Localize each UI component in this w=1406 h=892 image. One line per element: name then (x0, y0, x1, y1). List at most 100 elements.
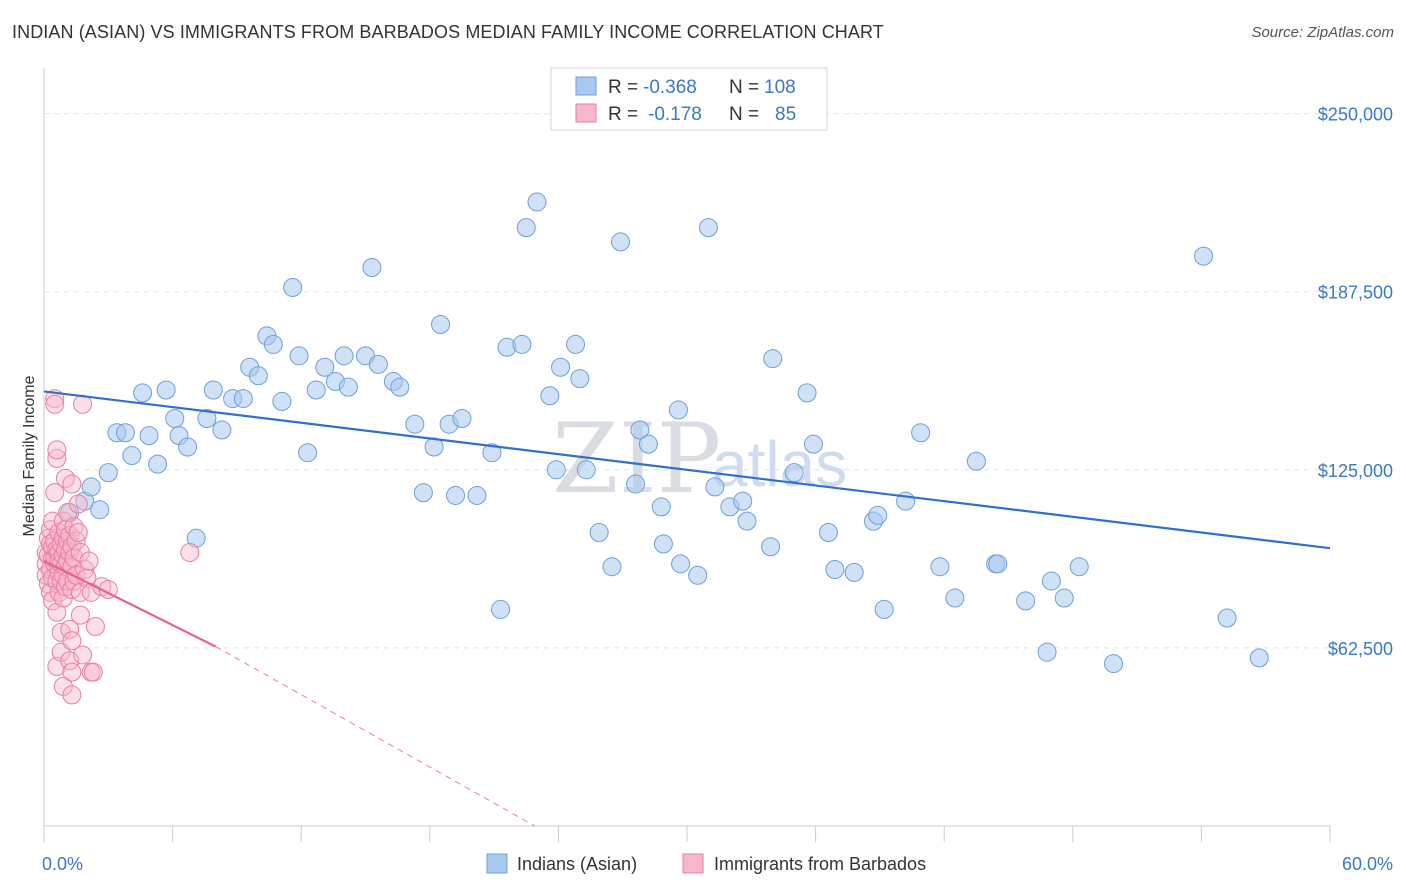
legend-r-value-1: -0.368 (643, 77, 697, 98)
legend-n-value-1: 108 (764, 77, 796, 98)
data-point-indians-asian (133, 383, 153, 403)
data-point-immigrants-barbados (180, 542, 200, 562)
data-point-indians-asian (139, 426, 159, 446)
data-point-indians-asian (368, 354, 388, 374)
data-point-indians-asian (289, 346, 309, 366)
data-point-indians-asian (482, 443, 502, 463)
data-point-indians-asian (1016, 591, 1036, 611)
data-point-indians-asian (1194, 246, 1214, 266)
data-point-indians-asian (1037, 642, 1057, 662)
data-point-indians-asian (283, 277, 303, 297)
legend-top: R = -0.368 N = 108 R = -0.178 N = 85 (550, 67, 828, 131)
data-point-indians-asian (602, 557, 622, 577)
axes (43, 68, 1331, 842)
data-point-indians-asian (527, 192, 547, 212)
data-point-indians-asian (966, 451, 986, 471)
data-point-indians-asian (825, 560, 845, 580)
data-point-indians-asian (688, 565, 708, 585)
data-point-indians-asian (874, 599, 894, 619)
data-point-indians-asian (784, 463, 804, 483)
legend-bottom-swatch-blue (486, 853, 508, 874)
legend-swatch-blue (575, 76, 597, 96)
data-point-indians-asian (761, 537, 781, 557)
y-tick-label: $62,500 (1328, 639, 1393, 659)
legend-n-label-1: N = (729, 77, 759, 98)
data-point-immigrants-barbados (68, 522, 88, 542)
data-point-indians-asian (546, 460, 566, 480)
data-point-indians-asian (1104, 654, 1124, 674)
legend-bottom-label-blue: Indians (Asian) (517, 854, 637, 874)
data-point-indians-asian (334, 346, 354, 366)
data-point-indians-asian (81, 477, 101, 497)
data-point-indians-asian (90, 500, 110, 520)
data-point-indians-asian (362, 257, 382, 277)
data-point-indians-asian (186, 528, 206, 548)
data-point-indians-asian (156, 380, 176, 400)
data-point-indians-asian (630, 420, 650, 440)
chart-title: INDIAN (ASIAN) VS IMMIGRANTS FROM BARBAD… (12, 22, 884, 42)
legend-bottom-swatch-pink (682, 853, 704, 874)
legend-r-value-2: -0.178 (648, 104, 702, 125)
data-point-immigrants-barbados (47, 602, 67, 622)
data-point-indians-asian (178, 437, 198, 457)
data-point-indians-asian (405, 414, 425, 434)
data-point-indians-asian (516, 218, 536, 238)
data-point-indians-asian (803, 434, 823, 454)
data-point-indians-asian (298, 443, 318, 463)
data-point-indians-asian (668, 400, 688, 420)
data-point-indians-asian (165, 409, 185, 429)
data-point-indians-asian (248, 366, 268, 386)
legend-top-box (550, 67, 828, 131)
data-point-indians-asian (911, 423, 931, 443)
data-point-indians-asian (611, 232, 631, 252)
data-point-indians-asian (1249, 648, 1269, 668)
data-point-indians-asian (576, 460, 596, 480)
data-point-indians-asian (512, 334, 532, 354)
data-point-indians-asian (1069, 557, 1089, 577)
y-tick-label: $125,000 (1318, 461, 1393, 481)
watermark-zip: ZIP (552, 403, 721, 515)
data-point-indians-asian (452, 409, 472, 429)
data-point-indians-asian (263, 334, 283, 354)
data-point-indians-asian (988, 554, 1008, 574)
data-point-indians-asian (797, 383, 817, 403)
x-tick-labels: 0.0% 60.0% (42, 854, 1393, 874)
data-point-indians-asian (551, 357, 571, 377)
legend-n-value-2: 85 (775, 104, 796, 125)
trend-line-immigrants-barbados-extension (215, 646, 536, 827)
data-point-indians-asian (272, 391, 292, 411)
data-point-immigrants-barbados (62, 685, 82, 705)
data-point-immigrants-barbados (68, 494, 88, 514)
data-point-indians-asian (233, 389, 253, 409)
data-point-immigrants-barbados (73, 645, 93, 665)
data-point-immigrants-barbados (70, 605, 90, 625)
data-point-indians-asian (413, 483, 433, 503)
data-point-indians-asian (1041, 571, 1061, 591)
data-point-indians-asian (945, 588, 965, 608)
legend-bottom: Indians (Asian) Immigrants from Barbados (486, 853, 926, 874)
data-point-indians-asian (431, 314, 451, 334)
data-point-immigrants-barbados (45, 394, 65, 414)
y-tick-label: $250,000 (1318, 105, 1393, 125)
data-point-indians-asian (390, 377, 410, 397)
data-point-indians-asian (737, 511, 757, 531)
data-point-indians-asian (212, 420, 232, 440)
data-point-indians-asian (698, 218, 718, 238)
y-axis-label: Median Family Income (21, 375, 38, 536)
data-point-indians-asian (818, 522, 838, 542)
legend-n-label-2: N = (729, 104, 759, 125)
legend-r-label-1: R = (608, 77, 638, 98)
data-point-indians-asian (651, 497, 671, 517)
series-immigrants-barbados (36, 389, 200, 705)
data-point-indians-asian (98, 463, 118, 483)
data-point-indians-asian (626, 474, 646, 494)
data-point-indians-asian (1217, 608, 1237, 628)
trend-lines (43, 390, 1331, 827)
trend-line-immigrants-barbados (43, 560, 216, 648)
data-point-indians-asian (203, 380, 223, 400)
data-point-immigrants-barbados (79, 551, 99, 571)
data-point-indians-asian (306, 380, 326, 400)
legend-swatch-pink (575, 103, 597, 123)
data-point-indians-asian (566, 334, 586, 354)
